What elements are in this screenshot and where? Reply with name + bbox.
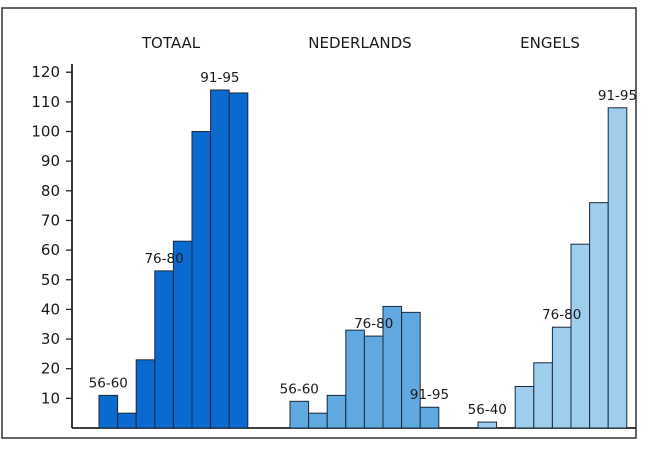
y-ticks: 10 20 30 40 50 60 70 80 90 100 110 120: [31, 63, 72, 407]
bar-annotation: 56-60: [89, 375, 128, 391]
bar: [551, 326, 572, 429]
bar: [533, 362, 553, 429]
bar: [401, 311, 421, 429]
bar-annotation: 91-95: [410, 387, 449, 403]
bar: [308, 412, 328, 429]
y-tick-label: 90: [41, 152, 60, 170]
bar-annotation: 91-95: [200, 70, 239, 86]
bar: [154, 270, 174, 429]
bar-annotations: 56-60 76-80 91-95 56-60 76-80 91-95 56-40 76-80…: [89, 70, 637, 418]
bar-annotation: 56-60: [280, 381, 319, 397]
y-tick-label: 20: [41, 360, 60, 378]
bar: [191, 131, 212, 429]
chart-frame: [1, 7, 637, 439]
group-title: ENGELS: [520, 34, 580, 52]
y-tick-label: 30: [41, 330, 60, 348]
bar-annotation: 76-80: [144, 251, 183, 267]
bar-annotation: 56-40: [468, 402, 507, 418]
group-titles: TOTAAL NEDERLANDS ENGELS: [141, 34, 580, 52]
y-tick-label: 50: [41, 271, 60, 289]
bars: [98, 89, 628, 429]
y-tick-label: 110: [31, 93, 60, 111]
bar-annotation: 76-80: [354, 316, 393, 332]
bar: [117, 412, 137, 429]
bar: [289, 400, 310, 429]
bar: [135, 359, 156, 429]
bar: [514, 385, 535, 429]
bar: [326, 394, 347, 429]
bar: [477, 421, 498, 429]
y-tick-label: 70: [41, 211, 60, 229]
y-tick-label: 60: [41, 241, 60, 259]
bar: [172, 240, 193, 429]
bar-annotation: 76-80: [542, 307, 581, 323]
y-tick-label: 80: [41, 182, 60, 200]
y-tick-label: 120: [31, 63, 60, 81]
group-title: TOTAAL: [141, 34, 201, 52]
bar: [363, 335, 384, 429]
bar: [589, 202, 609, 429]
y-tick-label: 100: [31, 123, 60, 141]
bar-annotation: 91-95: [598, 88, 637, 104]
y-tick-label: 40: [41, 300, 60, 318]
bar: [419, 406, 440, 429]
bar: [228, 92, 249, 429]
y-tick-label: 10: [41, 389, 60, 407]
bar: [98, 394, 119, 429]
group-title: NEDERLANDS: [308, 34, 411, 52]
bar: [570, 243, 591, 429]
bar: [210, 89, 230, 429]
bar: [345, 329, 365, 429]
bar: [607, 107, 628, 429]
